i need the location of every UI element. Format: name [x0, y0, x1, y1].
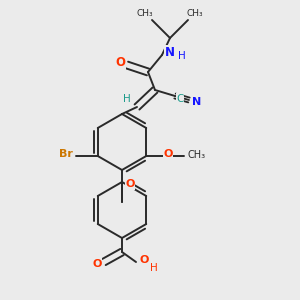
Text: CH₃: CH₃: [187, 150, 205, 160]
Text: CH₃: CH₃: [137, 8, 153, 17]
Text: Br: Br: [59, 149, 73, 159]
Text: O: O: [115, 56, 125, 70]
Text: H: H: [150, 263, 158, 273]
Text: H: H: [123, 94, 131, 104]
Text: CH₃: CH₃: [187, 8, 203, 17]
Text: N: N: [192, 97, 202, 107]
Text: O: O: [139, 255, 149, 265]
Text: O: O: [164, 149, 173, 159]
Text: O: O: [92, 259, 102, 269]
Text: H: H: [178, 51, 186, 61]
Text: N: N: [165, 46, 175, 59]
Text: O: O: [125, 179, 135, 189]
Text: C: C: [176, 94, 184, 104]
